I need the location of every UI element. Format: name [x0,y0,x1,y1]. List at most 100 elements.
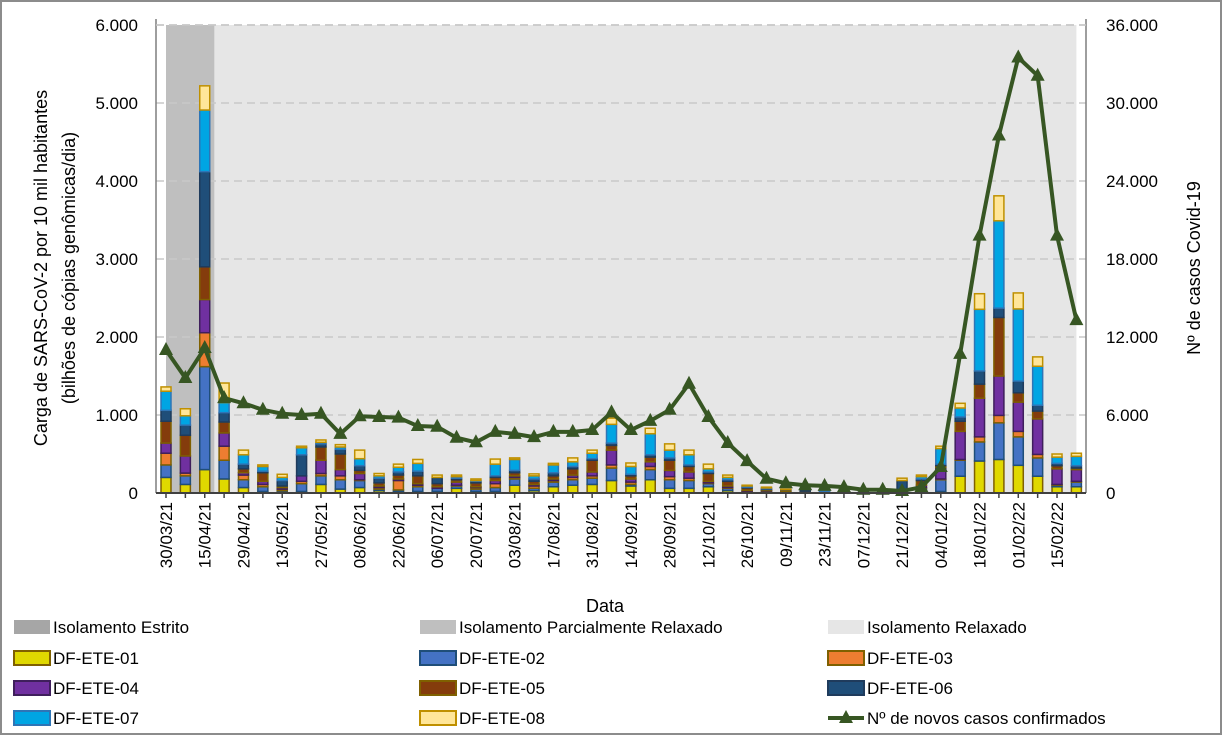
legend-swatch [419,710,457,726]
x-tick-label: 20/07/21 [467,502,486,568]
cases-marker [565,423,580,437]
cases-marker [255,401,270,415]
legend-label: DF-ETE-08 [459,709,545,728]
bar-segment-df-ete-01 [605,479,618,494]
cases-marker [333,425,348,439]
bar-segment-df-ete-02 [508,478,521,486]
bar-segment-df-ete-01 [218,478,230,494]
bar-segment-df-ete-08 [334,443,347,448]
bar-segment-df-ete-06 [218,411,230,423]
bar-segment-df-ete-04 [605,449,618,466]
bar-segment-df-ete-05 [993,316,1005,377]
bar-segment-df-ete-08 [1012,292,1025,310]
bar-segment-df-ete-08 [760,486,773,489]
bar-segment-df-ete-05 [586,459,598,473]
cases-marker [623,421,638,435]
bar-segment-df-ete-01 [179,483,192,494]
bar-segment-df-ete-08 [470,478,482,482]
bar-segment-df-ete-07 [605,423,618,444]
bar-segment-df-ete-04 [1070,468,1083,483]
cases-marker [507,425,522,439]
legend-label: DF-ETE-01 [53,649,139,668]
legend-swatch [13,650,51,666]
bar-segment-df-ete-08 [257,464,269,468]
x-tick-label: 09/11/21 [777,502,796,567]
bar-segment-df-ete-06 [1012,380,1025,394]
bar-segment-df-ete-02 [954,459,966,477]
bar-segment-df-ete-01 [993,458,1005,494]
y2-tick-label: 6.000 [1106,406,1149,425]
bar-segment-df-ete-06 [993,307,1005,319]
bar-segment-df-ete-08 [1051,453,1063,458]
bar-segment-df-ete-08 [315,439,327,444]
y-axis-title-unit: (bilhões de cópias genômicas/dia) [59,132,79,404]
bar-segment-df-ete-02 [663,478,676,490]
y2-axis-title: Nº de casos Covid-19 [1184,181,1204,355]
bar-segment-df-ete-01 [625,485,637,494]
bar-segment-df-ete-02 [334,478,347,490]
legend-label: DF-ETE-02 [459,649,545,668]
x-tick-label: 30/03/21 [157,502,176,568]
cases-marker [798,477,813,491]
x-tick-label: 28/09/21 [661,502,680,568]
cases-marker [313,405,328,419]
bar-segment-df-ete-05 [702,472,715,483]
cases-marker [275,405,290,419]
bar-segment-df-ete-07 [1051,456,1063,465]
cases-marker [217,390,232,404]
x-tick-label: 03/08/21 [506,502,525,568]
cases-marker [740,453,755,467]
right-axis-tick-labels: 0 6.000 12.000 18.000 24.000 30.000 36.000 [1106,16,1158,503]
bar-segment-df-ete-02 [353,479,366,489]
bar-segment-df-ete-08 [1031,356,1044,368]
bar-segment-df-ete-08 [179,408,192,417]
bar-segment-df-ete-02 [218,459,230,480]
cases-marker [817,477,832,491]
bar-segment-df-ete-07 [973,308,986,372]
bar-segment-df-ete-02 [935,478,947,493]
cases-marker [294,407,309,420]
x-tick-label: 01/02/22 [1009,502,1028,568]
bar-segment-df-ete-08 [1070,452,1083,458]
bar-segment-df-ete-04 [954,430,966,461]
cases-marker [1030,67,1045,81]
bar-segment-df-ete-03 [160,452,172,466]
bar-segment-df-ete-01 [315,483,327,494]
x-tick-label: 31/08/21 [583,502,602,568]
bar-segment-df-ete-07 [954,407,966,418]
bar-segment-df-ete-07 [198,109,211,173]
cases-marker [1050,227,1065,241]
y-tick-label: 3.000 [95,250,138,269]
bar-segment-df-ete-06 [295,454,308,477]
bar-segment-df-ete-08 [993,195,1005,222]
bar-segment-df-ete-08 [373,472,385,477]
x-tick-label: 08/06/21 [351,502,370,568]
y2-tick-label: 30.000 [1106,94,1158,113]
legend-label: Nº de novos casos confirmados [867,709,1106,728]
y-tick-label: 6.000 [95,16,138,35]
x-tick-label: 21/12/21 [893,502,912,568]
bar-segment-df-ete-04 [1031,418,1044,456]
bar-segment-df-ete-08 [915,474,928,478]
bar-segment-df-ete-03 [1012,430,1025,438]
cases-marker [449,429,464,443]
bar-segment-df-ete-07 [644,432,656,456]
cases-marker [953,345,968,359]
legend-label: DF-ETE-03 [867,649,953,668]
legend-swatch [419,680,457,696]
bar-segment-df-ete-02 [644,468,656,481]
bar-segment-df-ete-04 [315,459,327,475]
bar-segment-df-ete-08 [625,462,637,468]
bar-segment-df-ete-07 [353,457,366,467]
bar-segment-df-ete-02 [1031,457,1044,477]
bar-segment-df-ete-08 [567,457,579,463]
bar-segment-df-ete-06 [198,170,211,268]
bar-segment-df-ete-03 [218,445,230,461]
bar-segment-df-ete-08 [353,449,366,460]
bar-segment-df-ete-05 [160,420,172,444]
cases-marker [681,375,696,389]
axes [155,19,1087,498]
bar-segment-df-ete-04 [218,432,230,447]
bar-segment-df-ete-02 [683,479,695,490]
